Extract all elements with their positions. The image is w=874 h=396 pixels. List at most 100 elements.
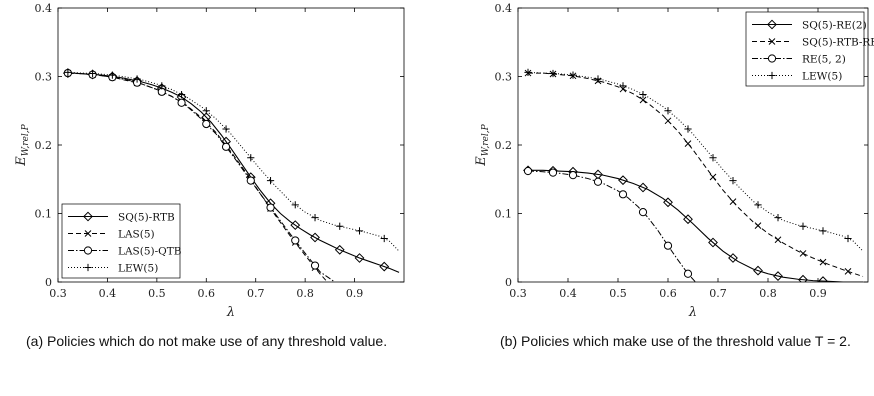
series-marker-3: [844, 234, 852, 243]
series-marker-3: [729, 177, 737, 185]
legend-label-0: SQ(5)-RTB: [118, 212, 175, 224]
series-marker-2: [683, 269, 693, 278]
series-marker-1: [754, 222, 762, 229]
legend-label-3: LEW(5): [802, 71, 842, 83]
series-marker-2: [246, 176, 255, 185]
x-tick-label: 0.4: [559, 287, 577, 300]
series-marker-0: [290, 220, 301, 231]
legend-label-3: LEW(5): [118, 263, 158, 275]
y-tick-label: 0.1: [35, 208, 53, 221]
x-tick-label: 0.3: [49, 287, 67, 300]
y-tick-label: 0.4: [35, 2, 53, 15]
series-marker-3: [177, 90, 186, 99]
series-marker-3: [709, 154, 717, 162]
chart-panel-b: 0.3 0.4 0.5 0.6 0.7 0.8 0.9 0 0.1 0.2 0.3 0.4 λ EW,re…: [474, 2, 874, 320]
legend: SQ(5)-RE(2) SQ(5)-RTB-RE(2) RE(5, 2) LEW(5): [745, 11, 874, 87]
series-marker-3: [291, 201, 299, 209]
series-marker-0: [773, 271, 783, 281]
series-marker-3: [619, 82, 627, 90]
x-tick-label: 0.6: [659, 287, 677, 300]
series-marker-3: [247, 154, 255, 162]
series-marker-3: [266, 177, 275, 185]
x-tick-label: 0.8: [296, 287, 314, 300]
y-tick-label: 0: [505, 276, 512, 289]
x-tick-label: 0.9: [346, 287, 364, 300]
series-marker-1: [819, 258, 827, 266]
series-marker-3: [202, 107, 210, 115]
series-line-0: [528, 169, 863, 282]
series-marker-3: [639, 90, 647, 99]
x-tick-label: 0.3: [509, 287, 527, 300]
series-marker-3: [664, 107, 672, 115]
series-marker-3: [569, 71, 577, 79]
series-marker-1: [774, 236, 782, 244]
series-marker-3: [799, 222, 807, 230]
series-line-2: [527, 170, 696, 282]
series-marker-2: [310, 261, 320, 270]
series-marker-2: [266, 203, 275, 212]
legend-label-1: LAS(5): [118, 229, 155, 241]
series-marker-3: [64, 68, 72, 76]
series-marker-1: [639, 96, 647, 104]
x-tick-label: 0.6: [198, 287, 216, 300]
y-tick-label: 0: [45, 276, 52, 289]
series-marker-0: [334, 244, 345, 255]
series-marker-0: [753, 265, 763, 276]
caption-b: (b) Policies which make use of the thres…: [500, 333, 851, 349]
series-marker-1: [664, 117, 672, 125]
series-marker-3: [754, 201, 762, 209]
series-marker-3: [158, 82, 166, 90]
x-tick-label: 0.7: [709, 287, 727, 300]
series-marker-0: [663, 197, 673, 208]
y-tick-label: 0.2: [35, 139, 53, 152]
series-marker-1: [709, 173, 717, 181]
y-tick-label: 0.3: [35, 71, 53, 84]
series-line-1: [528, 72, 864, 277]
legend-marker-3: [84, 263, 92, 272]
caption-a: (a) Policies which do not make use of an…: [26, 333, 388, 349]
series-marker-2: [291, 236, 300, 245]
series-marker-0: [708, 237, 718, 248]
series-marker-3: [684, 125, 692, 133]
series-marker-0: [683, 214, 693, 225]
y-tick-label: 0.1: [495, 208, 513, 221]
legend-marker-1: [768, 38, 776, 45]
legend-label-2: LAS(5)-QTB: [118, 246, 182, 258]
series-line-2: [67, 72, 336, 282]
series-marker-3: [819, 227, 827, 235]
series-marker-3: [524, 68, 532, 76]
legend-marker-1: [84, 230, 92, 237]
plot-area: [62, 68, 400, 282]
chart-panel-a: 0.3 0.4 0.5 0.6 0.7 0.8 0.9 0 0.1 0.2 0.3 0.4 λ EW,re…: [14, 2, 405, 320]
legend: SQ(5)-RTB LAS(5) LAS(5)-QTB LEW(5): [61, 203, 182, 279]
series-marker-2: [548, 168, 558, 177]
series-marker-2: [638, 208, 648, 217]
legend-marker-0: [83, 211, 93, 222]
y-tick-label: 0.4: [495, 2, 513, 15]
legend-marker-3: [768, 71, 776, 80]
series-marker-3: [311, 214, 319, 222]
y-tick-label: 0.2: [495, 139, 513, 152]
series-marker-1: [729, 198, 737, 205]
series-line-3: [67, 71, 400, 252]
series-marker-1: [799, 250, 807, 257]
series-marker-2: [593, 177, 603, 186]
legend-marker-0: [767, 19, 777, 30]
x-tick-label: 0.7: [247, 287, 265, 300]
x-tick-label: 0.8: [759, 287, 777, 300]
series-line-3: [527, 71, 864, 252]
series-marker-3: [380, 234, 388, 243]
x-tick-label: 0.5: [148, 287, 166, 300]
y-tick-label: 0.3: [495, 71, 513, 84]
series-marker-1: [844, 268, 852, 275]
series-marker-0: [638, 182, 648, 193]
series-marker-0: [818, 276, 828, 282]
x-tick-label: 0.9: [809, 287, 827, 300]
series-marker-0: [798, 274, 808, 282]
series-marker-3: [594, 75, 602, 83]
series-marker-3: [89, 69, 97, 78]
legend-label-2: RE(5, 2): [802, 54, 846, 66]
series-marker-2: [663, 241, 673, 250]
series-marker-3: [108, 71, 116, 79]
series-marker-2: [523, 166, 533, 176]
